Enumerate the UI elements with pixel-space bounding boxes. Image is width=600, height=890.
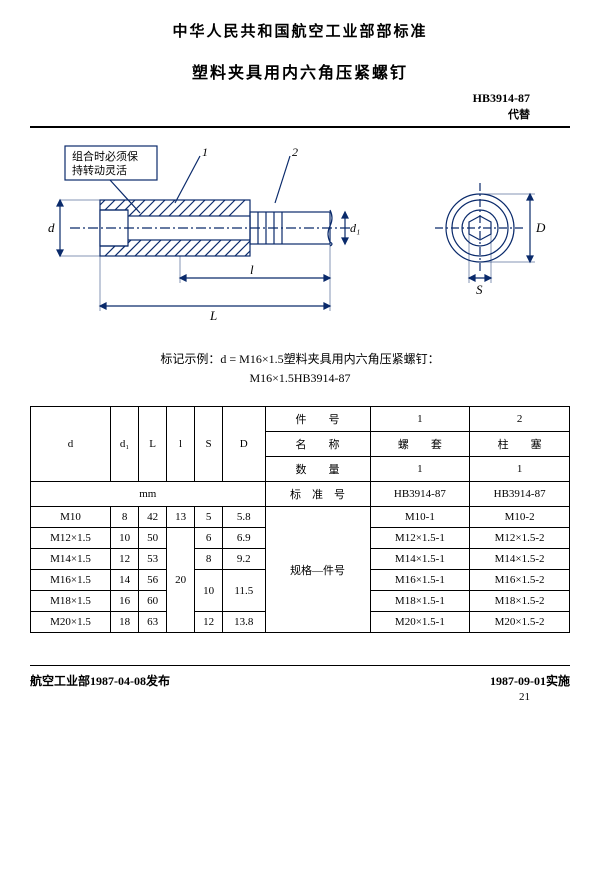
th-name1: 螺 套 bbox=[370, 432, 470, 457]
svg-text:L: L bbox=[209, 308, 217, 323]
th-name: 名 称 bbox=[265, 432, 370, 457]
footer-rule bbox=[30, 665, 570, 666]
org-title: 中华人民共和国航空工业部部标准 bbox=[30, 20, 570, 41]
example-line1: 标记示例：d = M16×1.5塑料夹具用内六角压紧螺钉： bbox=[30, 350, 570, 369]
replace-label: 代替 bbox=[30, 106, 530, 122]
svg-text:l: l bbox=[250, 262, 254, 277]
th-mm: mm bbox=[31, 482, 266, 507]
th-D: D bbox=[223, 407, 265, 482]
svg-text:D: D bbox=[535, 220, 546, 235]
th-d: d bbox=[31, 407, 111, 482]
svg-text:组合时必须保: 组合时必须保 bbox=[72, 149, 138, 163]
svg-text:S: S bbox=[476, 282, 483, 297]
th-name2: 柱 塞 bbox=[470, 432, 570, 457]
svg-text:2: 2 bbox=[292, 145, 298, 159]
th-col1: 1 bbox=[370, 407, 470, 432]
publish-date: 航空工业部1987-04-08发布 bbox=[30, 672, 170, 689]
top-rule bbox=[30, 126, 570, 128]
implement-date: 1987-09-01实施 bbox=[490, 672, 570, 689]
std-no-block: HB3914-87 代替 bbox=[30, 91, 570, 122]
svg-text:1: 1 bbox=[202, 145, 208, 159]
th-S: S bbox=[195, 407, 223, 482]
table-row: M10 8 42 13 5 5.8 规格—件号 M10-1 M10-2 bbox=[31, 507, 570, 528]
svg-text:d₁: d₁ bbox=[350, 221, 360, 235]
marking-example: 标记示例：d = M16×1.5塑料夹具用内六角压紧螺钉： M16×1.5HB3… bbox=[30, 350, 570, 388]
th-L: L bbox=[139, 407, 167, 482]
specification-table: d d₁ L l S D 件 号 1 2 名 称 螺 套 柱 塞 数 量 1 1… bbox=[30, 406, 570, 633]
th-partno: 件 号 bbox=[265, 407, 370, 432]
page-number: 21 bbox=[30, 691, 570, 703]
th-col2: 2 bbox=[470, 407, 570, 432]
th-qty: 数 量 bbox=[265, 457, 370, 482]
th-spec: 规格—件号 bbox=[265, 507, 370, 633]
th-qty2: 1 bbox=[470, 457, 570, 482]
th-std2: HB3914-87 bbox=[470, 482, 570, 507]
svg-text:d: d bbox=[48, 220, 55, 235]
standard-number: HB3914-87 bbox=[30, 91, 530, 106]
technical-drawing: 组合时必须保 持转动灵活 1 2 bbox=[30, 138, 570, 338]
th-std1: HB3914-87 bbox=[370, 482, 470, 507]
th-stdno: 标 准 号 bbox=[265, 482, 370, 507]
footer-row: 航空工业部1987-04-08发布 1987-09-01实施 bbox=[30, 672, 570, 689]
header-block: 中华人民共和国航空工业部部标准 塑料夹具用内六角压紧螺钉 bbox=[30, 20, 570, 83]
th-l: l bbox=[167, 407, 195, 482]
th-qty1: 1 bbox=[370, 457, 470, 482]
example-line2: M16×1.5HB3914-87 bbox=[30, 369, 570, 388]
svg-text:持转动灵活: 持转动灵活 bbox=[72, 163, 127, 177]
doc-title: 塑料夹具用内六角压紧螺钉 bbox=[30, 59, 570, 83]
th-d1: d₁ bbox=[111, 407, 139, 482]
